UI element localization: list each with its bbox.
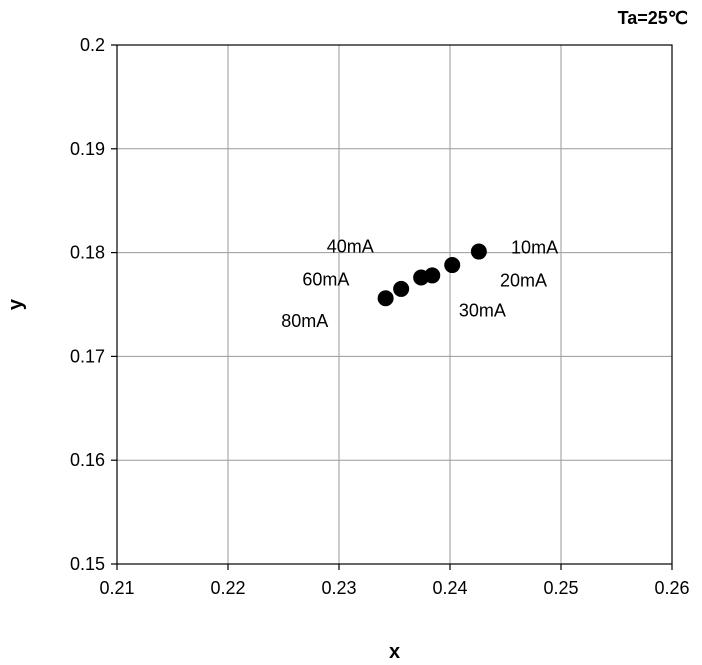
current-annotations: 10mA 20mA 30mA 40mA 60mA 80mA: [281, 236, 558, 331]
x-tick-label: 0.26: [654, 578, 689, 598]
current-annotation-label: 40mA: [327, 236, 374, 256]
data-point: [393, 280, 410, 297]
x-tick-label: 0.24: [432, 578, 467, 598]
data-point: [377, 290, 394, 307]
current-annotation-label: 60mA: [302, 270, 349, 290]
plot-area-border: [116, 44, 673, 565]
y-tick-label: 0.17: [70, 346, 105, 366]
y-tick-label: 0.16: [70, 450, 105, 470]
temperature-condition-label: Ta=25℃: [618, 8, 688, 28]
data-point: [413, 269, 430, 286]
data-point: [470, 243, 487, 260]
axis-ticks: 0.21 0.22 0.23 0.24 0.25 0.26 0.15 0.16 0.17 0.18…: [70, 35, 690, 598]
y-axis-label: y: [5, 298, 27, 310]
current-annotation-label: 30mA: [459, 301, 506, 321]
x-tick-label: 0.25: [543, 578, 578, 598]
grid: [117, 45, 672, 564]
current-annotation-label: 10mA: [511, 237, 558, 257]
x-tick-label: 0.22: [210, 578, 245, 598]
y-tick-label: 0.2: [80, 35, 105, 55]
x-axis-label: x: [389, 641, 400, 663]
y-tick-label: 0.18: [70, 243, 105, 263]
current-annotation-label: 20mA: [500, 271, 547, 291]
data-points: [377, 243, 487, 307]
current-annotation-label: 80mA: [281, 311, 328, 331]
x-tick-label: 0.23: [321, 578, 356, 598]
data-point: [444, 257, 461, 274]
y-tick-label: 0.15: [70, 554, 105, 574]
y-tick-label: 0.19: [70, 139, 105, 159]
x-tick-label: 0.21: [99, 578, 134, 598]
